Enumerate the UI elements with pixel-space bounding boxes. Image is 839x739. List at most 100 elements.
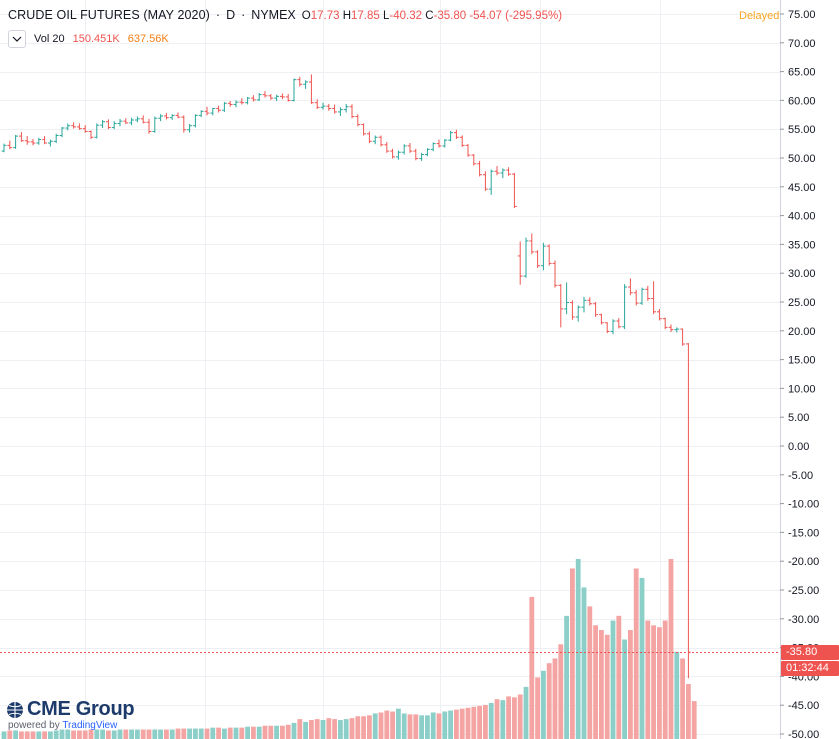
- ohlc-bar: [448, 130, 453, 142]
- volume-bar: [680, 658, 685, 739]
- volume-bar: [164, 729, 169, 739]
- ohlc-bar: [500, 168, 506, 179]
- open-value: 17.73: [310, 10, 340, 22]
- ohlc-bar: [123, 118, 129, 125]
- ohlc-bar: [442, 138, 448, 148]
- ohlc-bar: [454, 129, 459, 139]
- ohlc-bar: [256, 92, 262, 101]
- volume-bar: [158, 729, 163, 739]
- ohlc-bar: [494, 166, 500, 176]
- price-axis[interactable]: 75.00 70.00 65.00 60.00 55.00 50.00 45.00 40.00…: [780, 9, 819, 739]
- volume-bar: [13, 730, 18, 739]
- price-axis-label: 20.00: [788, 326, 816, 338]
- volume-bar: [651, 625, 656, 739]
- ohlc-values: O17.73 H17.85 L-40.32 C-35.80 -54.07 (-2…: [302, 10, 562, 22]
- ohlc-bar: [622, 284, 627, 330]
- price-axis-label: 45.00: [788, 182, 816, 194]
- ohlc-bar: [13, 134, 18, 149]
- volume-bar: [639, 577, 645, 739]
- volume-bar: [512, 697, 517, 739]
- volume-bar: [285, 724, 291, 739]
- volume-value: 150.451K: [72, 33, 120, 45]
- ohlc-bar: [523, 237, 529, 278]
- ohlc-bar: [407, 143, 413, 153]
- ohlc-bar: [674, 327, 680, 333]
- volume-bar: [297, 719, 303, 739]
- volume-bar: [442, 711, 448, 739]
- volume-bar: [616, 615, 622, 739]
- price-axis-label: 15.00: [788, 355, 816, 367]
- volume-bar: [326, 718, 332, 739]
- ohlc-bar: [303, 80, 308, 89]
- volume-bar: [140, 729, 146, 739]
- chart-legend: CRUDE OIL FUTURES (MAY 2020) · D · NYMEX…: [8, 8, 562, 22]
- volume-study-label[interactable]: Vol 20: [34, 33, 65, 45]
- ohlc-bar: [111, 121, 117, 130]
- volume-bar: [256, 726, 262, 739]
- volume-bar: [332, 719, 337, 739]
- volume-bar: [523, 686, 529, 739]
- ohlc-bar: [42, 136, 47, 145]
- volume-bar: [529, 596, 535, 739]
- tradingview-link[interactable]: TradingView: [62, 720, 118, 731]
- volume-bar: [233, 727, 239, 739]
- volume-bar: [488, 703, 494, 739]
- volume-bar: [436, 713, 442, 739]
- ohlc-bar: [100, 119, 105, 129]
- price-axis-label: 30.00: [788, 268, 816, 280]
- volume-legend: Vol 20 150.451K 637.56K: [8, 30, 169, 48]
- ohlc-bar: [1, 143, 7, 153]
- ohlc-bar: [372, 135, 378, 145]
- volume-bar: [552, 658, 558, 739]
- ohlc-bar: [332, 104, 337, 114]
- price-axis-label: 60.00: [788, 95, 816, 107]
- volume-bar: [396, 708, 401, 739]
- volume-bar: [378, 712, 384, 739]
- volume-bar: [419, 715, 424, 739]
- collapse-legend-button[interactable]: [8, 30, 26, 48]
- ohlc-bar: [535, 250, 540, 269]
- ohlc-bar: [512, 172, 517, 209]
- price-axis-label: 35.00: [788, 239, 816, 251]
- ohlc-bar: [401, 144, 407, 155]
- volume-bar: [239, 727, 245, 739]
- ohlc-bar: [24, 136, 30, 145]
- legend-separator: ·: [215, 8, 221, 22]
- ohlc-bar: [291, 78, 297, 102]
- price-axis-label: -30.00: [788, 614, 819, 626]
- symbol-title[interactable]: CRUDE OIL FUTURES (MAY 2020): [8, 8, 210, 22]
- ohlc-bar: [378, 135, 384, 147]
- volume-bar: [106, 730, 111, 739]
- cme-logo-text: CME Group: [27, 698, 135, 720]
- volume-bar: [19, 731, 24, 739]
- volume-bar: [506, 696, 511, 739]
- interval-label[interactable]: D: [226, 8, 236, 22]
- volume-bar: [227, 727, 233, 739]
- ohlc-bar: [413, 148, 419, 161]
- ohlc-bar: [639, 287, 645, 305]
- ohlc-bar: [158, 114, 163, 122]
- volume-bar: [204, 728, 210, 739]
- volume-bar: [390, 711, 395, 739]
- ohlc-bar: [251, 95, 256, 102]
- ohlc-bar: [152, 116, 158, 133]
- ohlc-bar: [599, 313, 604, 325]
- ohlc-bar: [471, 153, 477, 166]
- ohlc-bar: [30, 138, 36, 146]
- ohlc-bar: [7, 140, 13, 150]
- volume-bar: [245, 726, 250, 739]
- volume-bar: [581, 587, 587, 739]
- ohlc-bar: [239, 98, 245, 105]
- delayed-badge[interactable]: Delayed: [739, 10, 780, 22]
- ohlc-bar: [187, 124, 192, 133]
- ohlc-bar: [320, 102, 326, 110]
- volume-bar: [604, 634, 610, 739]
- price-axis-label: 0.00: [788, 441, 809, 453]
- volume-bar: [564, 615, 569, 739]
- price-axis-label: -50.00: [788, 729, 819, 739]
- ohlc-bar: [517, 241, 523, 285]
- ohlc-bar: [645, 285, 651, 301]
- powered-by[interactable]: powered by TradingView: [8, 720, 117, 731]
- low-value: -40.32: [389, 10, 422, 22]
